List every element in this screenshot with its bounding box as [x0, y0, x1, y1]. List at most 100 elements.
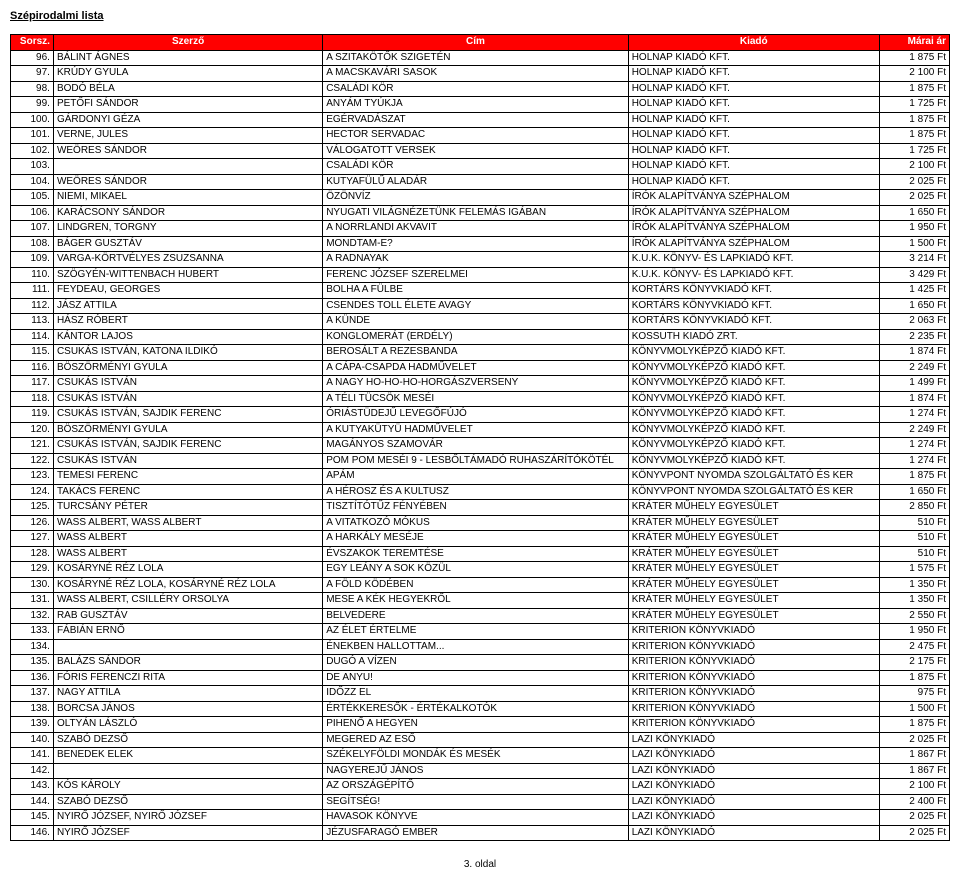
table-cell: KOSSUTH KIADÓ ZRT. [628, 329, 879, 345]
table-cell: KRITERION KÖNYVKIADÓ [628, 670, 879, 686]
table-row: 141.BENEDEK ELEKSZÉKELYFÖLDI MONDÁK ÉS M… [11, 748, 950, 764]
table-cell: 1 650 Ft [879, 298, 949, 314]
table-cell: KRÁTER MŰHELY EGYESÜLET [628, 593, 879, 609]
table-row: 119.CSUKÁS ISTVÁN, SAJDIK FERENCÓRIÁSTÜD… [11, 407, 950, 423]
table-row: 137.NAGY ATTILAIDŐZZ ELKRITERION KÖNYVKI… [11, 686, 950, 702]
table-cell: 118. [11, 391, 54, 407]
table-cell: CSUKÁS ISTVÁN, KATONA ILDIKÓ [53, 345, 322, 361]
table-cell: NAGYEREJŰ JÁNOS [323, 763, 628, 779]
table-cell: 1 499 Ft [879, 376, 949, 392]
table-row: 97.KRÚDY GYULAA MACSKAVÁRI SASOKHOLNAP K… [11, 66, 950, 82]
table-cell: PETŐFI SÁNDOR [53, 97, 322, 113]
table-cell: WEÖRES SÁNDOR [53, 174, 322, 190]
table-row: 105.NIEMI, MIKAELÖZÖNVÍZÍRÓK ALAPÍTVÁNYA… [11, 190, 950, 206]
table-cell: APÁM [323, 469, 628, 485]
table-row: 116.BÖSZÖRMÉNYI GYULAA CÁPA-CSAPDA HADMŰ… [11, 360, 950, 376]
table-cell: A NORRLANDI AKVAVIT [323, 221, 628, 237]
table-row: 104.WEÖRES SÁNDORKUTYAFÜLŰ ALADÁRHOLNAP … [11, 174, 950, 190]
table-cell: 121. [11, 438, 54, 454]
table-cell: 139. [11, 717, 54, 733]
table-row: 112.JÁSZ ATTILACSENDES TOLL ÉLETE AVAGYK… [11, 298, 950, 314]
table-cell: KOSÁRYNÉ RÉZ LOLA [53, 562, 322, 578]
table-cell: 126. [11, 515, 54, 531]
table-cell: A TÉLI TÜCSÖK MESÉI [323, 391, 628, 407]
table-cell: 2 025 Ft [879, 810, 949, 826]
table-cell: 104. [11, 174, 54, 190]
table-cell: PIHENŐ A HEGYEN [323, 717, 628, 733]
table-cell: WASS ALBERT [53, 531, 322, 547]
table-cell: EGY LEÁNY A SOK KÖZÜL [323, 562, 628, 578]
table-cell: 120. [11, 422, 54, 438]
table-header-row: Sorsz. Szerző Cím Kiadó Márai ár [11, 35, 950, 51]
table-cell: 128. [11, 546, 54, 562]
table-row: 106.KARÁCSONY SÁNDORNYUGATI VILÁGNÉZETÜN… [11, 205, 950, 221]
table-cell: ÍRÓK ALAPÍTVÁNYA SZÉPHALOM [628, 236, 879, 252]
table-cell [53, 159, 322, 175]
table-cell: KUTYAFÜLŰ ALADÁR [323, 174, 628, 190]
table-cell: HOLNAP KIADÓ KFT. [628, 159, 879, 175]
table-row: 138.BORCSA JÁNOSÉRTÉKKERESŐK - ÉRTÉKALKO… [11, 701, 950, 717]
table-row: 110.SZÖGYÉN-WITTENBACH HUBERTFERENC JÓZS… [11, 267, 950, 283]
table-row: 126.WASS ALBERT, WASS ALBERTA VITATKOZÓ … [11, 515, 950, 531]
table-cell: LAZI KÖNYKIADÓ [628, 810, 879, 826]
table-cell: KÖNYVMOLYKÉPZŐ KIADÓ KFT. [628, 391, 879, 407]
table-cell: 98. [11, 81, 54, 97]
table-cell: 145. [11, 810, 54, 826]
table-row: 136.FÓRIS FERENCZI RITADE ANYU!KRITERION… [11, 670, 950, 686]
table-cell: 1 575 Ft [879, 562, 949, 578]
table-cell: KARÁCSONY SÁNDOR [53, 205, 322, 221]
table-cell: 143. [11, 779, 54, 795]
table-row: 142.NAGYEREJŰ JÁNOSLAZI KÖNYKIADÓ1 867 F… [11, 763, 950, 779]
table-cell: 1 500 Ft [879, 701, 949, 717]
table-cell: DUGÓ A VÍZEN [323, 655, 628, 671]
table-cell: LAZI KÖNYKIADÓ [628, 732, 879, 748]
table-cell: 105. [11, 190, 54, 206]
table-cell: FÓRIS FERENCZI RITA [53, 670, 322, 686]
table-row: 121.CSUKÁS ISTVÁN, SAJDIK FERENCMAGÁNYOS… [11, 438, 950, 454]
table-cell: BENEDEK ELEK [53, 748, 322, 764]
table-cell: HÁSZ RÓBERT [53, 314, 322, 330]
table-cell: 107. [11, 221, 54, 237]
table-cell: KÖNYVMOLYKÉPZŐ KIADÓ KFT. [628, 360, 879, 376]
table-cell: ÉRTÉKKERESŐK - ÉRTÉKALKOTÓK [323, 701, 628, 717]
table-cell: ÍRÓK ALAPÍTVÁNYA SZÉPHALOM [628, 190, 879, 206]
table-cell: GÁRDONYI GÉZA [53, 112, 322, 128]
table-cell: BORCSA JÁNOS [53, 701, 322, 717]
table-cell: AZ ÉLET ÉRTELME [323, 624, 628, 640]
table-cell: IDŐZZ EL [323, 686, 628, 702]
table-cell: 2 550 Ft [879, 608, 949, 624]
table-cell: NYIRŐ JÓZSEF, NYIRŐ JÓZSEF [53, 810, 322, 826]
table-cell: KÖNYVMOLYKÉPZŐ KIADÓ KFT. [628, 376, 879, 392]
table-cell: CSENDES TOLL ÉLETE AVAGY [323, 298, 628, 314]
table-cell: 2 100 Ft [879, 66, 949, 82]
table-cell: AZ ORSZÁGÉPÍTŐ [323, 779, 628, 795]
table-cell: 133. [11, 624, 54, 640]
table-row: 145.NYIRŐ JÓZSEF, NYIRŐ JÓZSEFHAVASOK KÖ… [11, 810, 950, 826]
table-cell: VÁLOGATOTT VERSEK [323, 143, 628, 159]
table-cell: LAZI KÖNYKIADÓ [628, 779, 879, 795]
table-cell: 119. [11, 407, 54, 423]
table-cell: CSALÁDI KÖR [323, 159, 628, 175]
table-cell: 134. [11, 639, 54, 655]
table-cell: 146. [11, 825, 54, 841]
table-cell: 1 874 Ft [879, 345, 949, 361]
table-cell: 2 400 Ft [879, 794, 949, 810]
table-cell: 1 875 Ft [879, 81, 949, 97]
table-cell: 2 850 Ft [879, 500, 949, 516]
table-cell: 1 867 Ft [879, 763, 949, 779]
table-cell: KRÁTER MŰHELY EGYESÜLET [628, 608, 879, 624]
table-body: 96.BÁLINT ÁGNESA SZITAKÖTŐK SZIGETÉNHOLN… [11, 50, 950, 841]
table-row: 107.LINDGREN, TORGNYA NORRLANDI AKVAVITÍ… [11, 221, 950, 237]
table-row: 109.VARGA-KÖRTVÉLYES ZSUZSANNAA RADNAYAK… [11, 252, 950, 268]
table-cell: HOLNAP KIADÓ KFT. [628, 174, 879, 190]
table-cell: NYIRŐ JÓZSEF [53, 825, 322, 841]
table-cell: A FÖLD KÖDÉBEN [323, 577, 628, 593]
table-cell: K.U.K. KÖNYV- ÉS LAPKIADÓ KFT. [628, 267, 879, 283]
table-cell: 131. [11, 593, 54, 609]
table-cell: KRITERION KÖNYVKIADÓ [628, 624, 879, 640]
table-cell: 2 100 Ft [879, 159, 949, 175]
table-cell: 1 500 Ft [879, 236, 949, 252]
table-cell: ÉNEKBEN HALLOTTAM... [323, 639, 628, 655]
table-row: 115.CSUKÁS ISTVÁN, KATONA ILDIKÓBEROSÁLT… [11, 345, 950, 361]
table-row: 99.PETŐFI SÁNDORANYÁM TYÚKJAHOLNAP KIADÓ… [11, 97, 950, 113]
